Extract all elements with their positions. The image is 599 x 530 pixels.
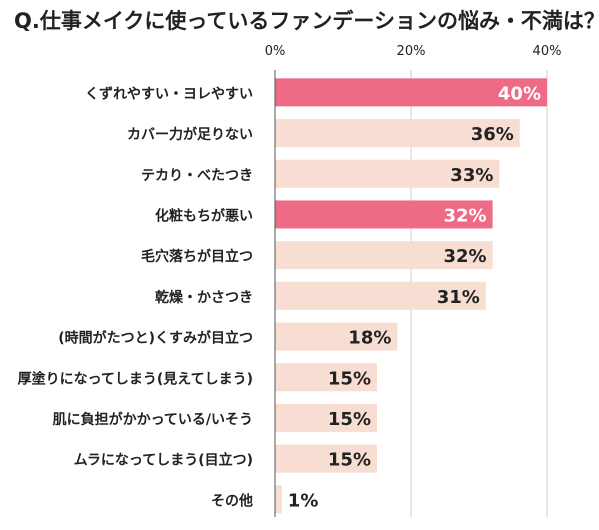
bar	[275, 281, 486, 310]
value-labels: 40% 36% 33% 32% 32% 31% 18% 15% 15% 15% 1%	[288, 83, 541, 511]
value-label: 40%	[498, 83, 541, 104]
category-label: ムラになってしまう(目立つ)	[74, 452, 253, 469]
value-label: 32%	[444, 246, 487, 267]
chart-title: Q.仕事メイクに使っているファンデーションの悩み・不満は？	[14, 9, 599, 33]
bar	[275, 200, 493, 229]
category-label: (時間がたつと)くすみが目立つ	[58, 330, 253, 347]
bar	[275, 78, 547, 107]
bar	[275, 403, 377, 432]
value-label: 15%	[328, 409, 371, 430]
bar	[275, 159, 500, 188]
value-label: 1%	[288, 490, 319, 511]
category-label: 化粧もちが悪い	[155, 207, 253, 224]
value-label: 31%	[437, 287, 480, 308]
bar	[275, 444, 377, 473]
bar	[275, 363, 377, 392]
category-label: テカり・べたつき	[141, 168, 253, 184]
x-tick-label: 0%	[265, 44, 286, 59]
category-label: くずれやすい・ヨレやすい	[85, 85, 253, 102]
bar	[275, 119, 520, 148]
value-label: 36%	[471, 124, 514, 145]
category-labels: くずれやすい・ヨレやすいカバー力が足りないテカり・べたつき化粧もちが悪い毛穴落ち…	[18, 85, 253, 509]
bar	[275, 485, 282, 514]
bar	[275, 322, 398, 351]
value-label: 15%	[328, 368, 371, 389]
bars	[275, 78, 547, 514]
category-label: 乾燥・かさつき	[155, 289, 253, 306]
category-label: 毛穴落ちが目立つ	[141, 248, 253, 265]
value-label: 33%	[450, 165, 493, 186]
value-label: 15%	[328, 450, 371, 471]
category-label: 厚塗りになってしまう(見えてしまう)	[18, 370, 253, 387]
category-label: その他	[211, 492, 253, 509]
category-label: カバー力が足りない	[127, 126, 253, 143]
category-label: 肌に負担がかかっている/いそう	[53, 411, 253, 428]
x-tick-label: 40%	[533, 44, 562, 59]
x-tick-label: 20%	[397, 44, 426, 59]
value-label: 18%	[348, 328, 391, 349]
bar	[275, 241, 493, 270]
value-label: 32%	[444, 205, 487, 226]
x-axis-ticks: 0% 20% 40%	[265, 44, 562, 59]
